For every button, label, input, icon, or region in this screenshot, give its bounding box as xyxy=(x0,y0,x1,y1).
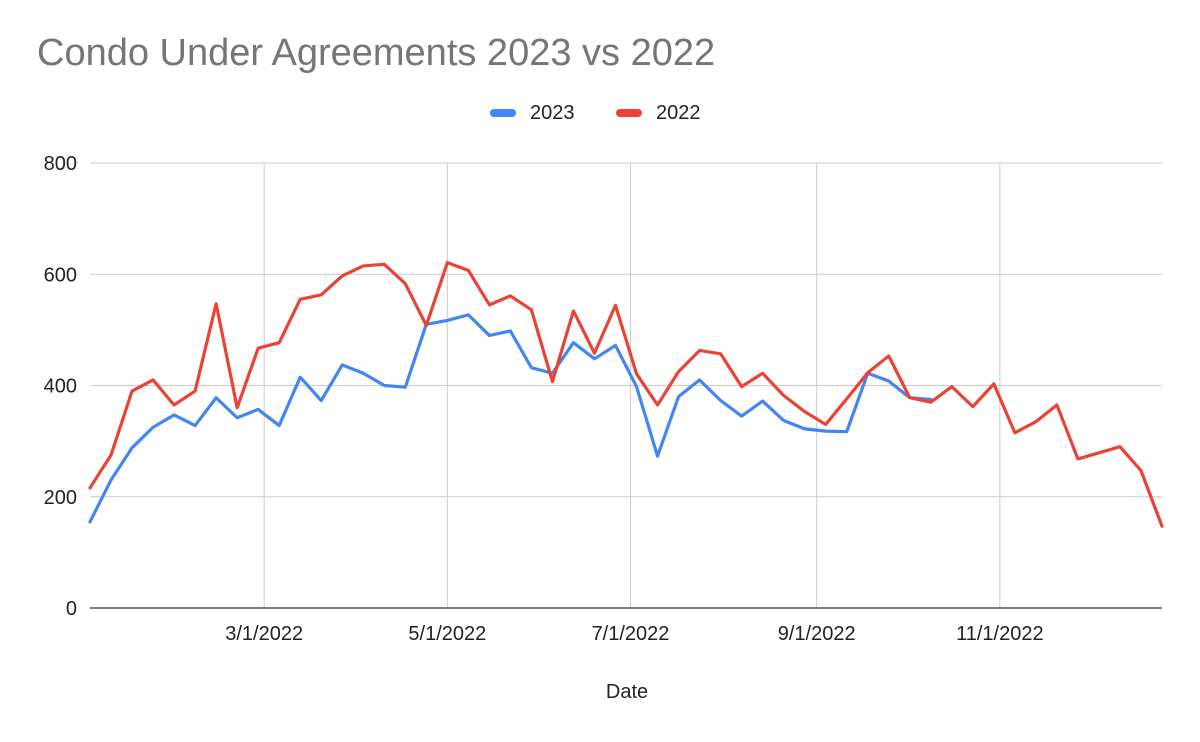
x-tick-label: 7/1/2022 xyxy=(592,623,670,645)
x-tick-label: 5/1/2022 xyxy=(408,623,486,645)
y-tick-label: 400 xyxy=(44,376,77,398)
x-tick-label: 3/1/2022 xyxy=(225,623,303,645)
chart-title: Condo Under Agreements 2023 vs 2022 xyxy=(37,32,716,74)
y-tick-label: 800 xyxy=(44,153,77,175)
x-tick-label: 11/1/2022 xyxy=(956,623,1044,645)
legend-item-2023: 2023 xyxy=(490,100,575,126)
legend-label-2023: 2023 xyxy=(530,101,575,124)
y-tick-label: 200 xyxy=(44,487,77,509)
x-axis-title: Date xyxy=(606,681,648,703)
x-tick-label: 9/1/2022 xyxy=(778,623,856,645)
chart-legend: 2023 2022 xyxy=(0,100,1200,126)
legend-item-2022: 2022 xyxy=(616,100,701,126)
series-line-2023 xyxy=(88,313,933,524)
legend-swatch-2023 xyxy=(490,109,516,117)
y-tick-label: 0 xyxy=(66,598,77,620)
series-line-2022 xyxy=(88,260,1164,528)
y-tick-label: 600 xyxy=(44,264,77,286)
legend-swatch-2022 xyxy=(616,109,642,117)
legend-label-2022: 2022 xyxy=(656,101,701,124)
